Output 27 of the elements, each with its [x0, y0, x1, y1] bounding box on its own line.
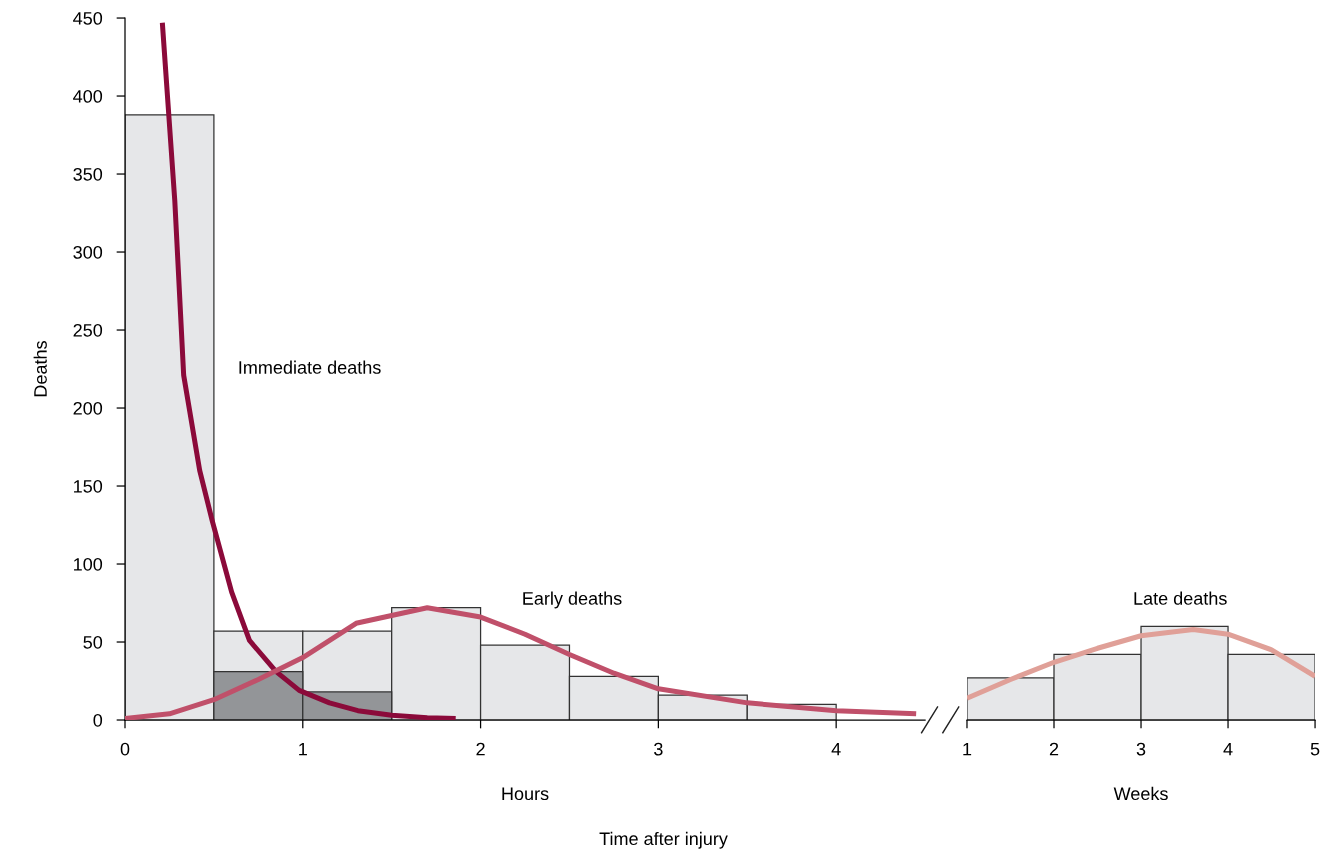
x-tick-label: 1	[299, 742, 307, 756]
y-tick-label: 450	[73, 11, 103, 25]
x-tick-label: 2	[476, 742, 485, 756]
annotation: Immediate deaths	[239, 360, 381, 374]
y-tick-label: 250	[73, 323, 103, 337]
annotation: Early deaths	[523, 591, 622, 609]
x-tick-label: 2	[1049, 742, 1059, 756]
y-tick-label: 50	[83, 635, 103, 649]
x-tick-label: 1	[963, 742, 972, 756]
x-axis-title: Weeks	[1113, 786, 1168, 801]
x-tick-label: 0	[120, 742, 130, 756]
y-tick-label: 350	[73, 167, 103, 181]
x-tick-label: 3	[1136, 742, 1146, 756]
y-tick-label: 0	[93, 713, 103, 727]
x-tick-label: 3	[654, 742, 663, 756]
x-tick-label: 4	[831, 742, 841, 756]
y-tick-label: 100	[74, 557, 103, 571]
x-axis-title: Hours	[502, 787, 549, 801]
text: Time after injury	[599, 831, 728, 849]
y-axis-title: Deaths	[33, 341, 47, 397]
y-tick-label: 400	[73, 89, 103, 103]
y-tick-label: 200	[73, 401, 103, 415]
y-tick-label: 300	[73, 245, 103, 259]
x-tick-label: 4	[1223, 742, 1233, 756]
x-tick-label: 5	[1310, 742, 1320, 756]
annotation: Late deaths	[1134, 591, 1227, 605]
y-tick-label: 150	[74, 479, 103, 493]
